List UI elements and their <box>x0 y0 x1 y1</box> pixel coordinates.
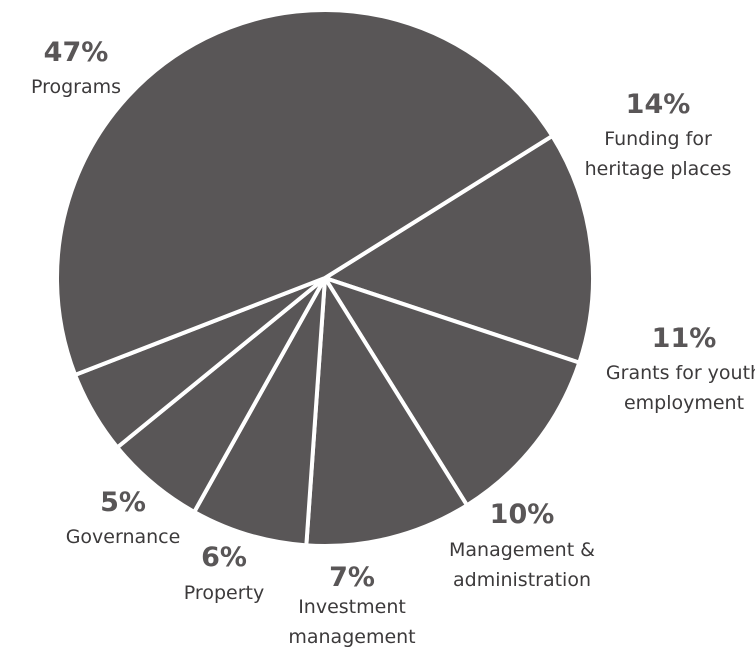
pie-slice-management-and-administration <box>304 276 470 548</box>
pie-slice-grants-for-youth-employment <box>323 276 582 508</box>
slice-label-grants-for-youth-employment-line-2: employment <box>624 392 744 414</box>
slice-label-management-and-administration-line-2: administration <box>453 569 591 591</box>
slice-percent-management-and-administration: 10% <box>490 499 555 530</box>
slice-percent-funding-for-heritage-places: 14% <box>626 89 691 120</box>
slice-label-grants-for-youth-employment-line-1: Grants for youth <box>606 362 755 384</box>
slice-label-property-line-1: Property <box>184 582 264 604</box>
pie-slice-programs <box>55 8 555 377</box>
pie-slice-funding-for-heritage-places <box>323 133 595 365</box>
slice-label-investment-management-line-1: Investment <box>298 596 406 618</box>
slice-percent-governance: 5% <box>100 487 146 518</box>
slice-label-funding-for-heritage-places-line-2: heritage places <box>585 158 732 180</box>
slice-percent-property: 6% <box>201 542 247 573</box>
labels-layer: 14% Funding for heritage places 11% Grants f… <box>31 37 755 648</box>
slice-label-governance-line-1: Governance <box>66 526 181 548</box>
slice-label-management-and-administration-line-1: Management & <box>449 539 595 561</box>
slice-label-investment-management-line-2: management <box>288 626 415 648</box>
slice-label-programs-line-1: Programs <box>31 76 121 98</box>
slice-label-funding-for-heritage-places-line-1: Funding for <box>604 128 712 150</box>
slice-percent-grants-for-youth-employment: 11% <box>652 323 717 354</box>
slice-percent-investment-management: 7% <box>329 562 375 593</box>
slice-percent-programs: 47% <box>44 37 109 68</box>
pie-slice-investment-management <box>192 276 327 548</box>
slices-layer <box>55 8 595 548</box>
